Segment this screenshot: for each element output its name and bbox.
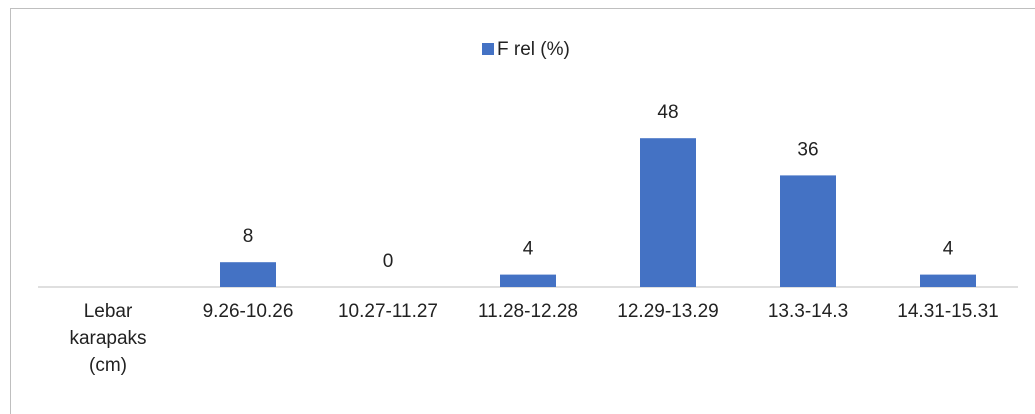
x-tick-label: Lebar karapaks (cm) [69,301,147,376]
bar [220,262,276,287]
bar [640,138,696,287]
data-label: 36 [797,139,818,160]
x-tick-label: 12.29-13.29 [617,301,719,322]
x-tick-label: 14.31-15.31 [897,301,999,322]
data-label: 4 [943,239,954,260]
x-tick-label: 13.3-14.3 [767,301,849,322]
x-tick-label: 11.28-12.28 [477,301,578,322]
data-label: 4 [523,239,534,260]
x-tick-label: 9.26-10.26 [202,301,294,322]
legend-label: F rel (%) [497,39,570,60]
x-tick-label: 10.27-11.27 [337,301,438,322]
data-label: 48 [657,102,678,123]
legend-swatch [482,43,494,55]
chart-border [10,8,1035,414]
bar [500,274,556,287]
bar [920,274,976,287]
data-label: 8 [243,226,254,247]
data-label: 0 [383,251,394,272]
bar [780,175,836,287]
